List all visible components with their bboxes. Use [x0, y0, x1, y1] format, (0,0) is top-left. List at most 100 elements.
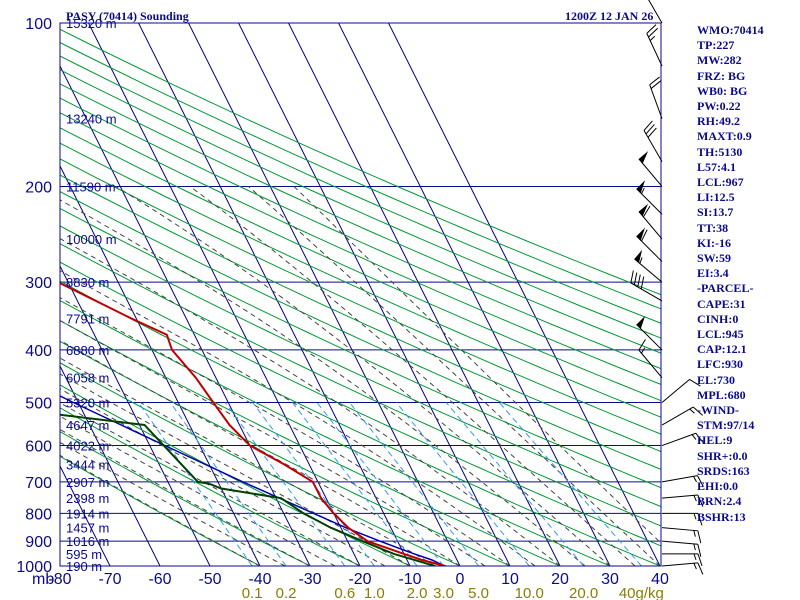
moist-adiabat-line: [60, 415, 336, 566]
wind-barb-staff: [643, 130, 663, 162]
wind-barb: [636, 315, 663, 351]
wind-barb: [661, 562, 704, 575]
moist-adiabat-line: [115, 186, 611, 566]
wind-barb-feather: [637, 274, 641, 288]
dry-adiabat-line: [60, 42, 661, 310]
height-label: 8830 m: [66, 275, 109, 290]
wind-barb: [638, 339, 663, 379]
height-label: 2907 m: [66, 475, 109, 490]
wind-barb-staff: [661, 475, 698, 483]
moist-adiabat-line: [60, 428, 311, 566]
dry-adiabat-line: [60, 243, 661, 527]
wind-barb-half-feather: [693, 513, 697, 520]
stability-index: RH:49.2: [697, 114, 740, 129]
stability-index: EI:3.4: [697, 266, 729, 281]
wind-barb: [638, 151, 663, 187]
dry-adiabat-line: [60, 299, 612, 566]
stability-index: FRZ: BG: [697, 68, 746, 83]
isotherm-line: [238, 23, 511, 566]
wind-barb: [630, 270, 663, 302]
isotherm-line: [60, 464, 111, 566]
pressure-tick-label: 700: [25, 475, 52, 492]
wind-barb: [643, 120, 663, 162]
isotherm-line: [388, 23, 661, 566]
wind-barb: [648, 0, 663, 24]
wind-barb-pennant: [636, 227, 646, 241]
dry-adiabat-line: [60, 431, 312, 566]
wind-barb-staff: [636, 235, 663, 262]
mixing-ratio-line: [316, 402, 444, 566]
height-label: 13240 m: [66, 112, 117, 127]
stability-index: L57:4.1: [697, 159, 736, 174]
dry-adiabat-line: [60, 83, 661, 354]
wind-barb-feather: [648, 27, 659, 38]
wind-barb: [661, 406, 703, 426]
wind-barb-staff: [661, 432, 696, 447]
mixing-ratio-label: 1.0: [364, 585, 385, 600]
height-label: 4022 m: [66, 439, 109, 454]
height-label: 2398 m: [66, 491, 109, 506]
stability-index: WMO:70414: [697, 23, 764, 37]
stability-index: KI:-16: [697, 235, 731, 250]
mixing-ratio-line: [224, 402, 346, 566]
moist-adiabat-line: [60, 199, 586, 566]
wind-barb-staff: [661, 406, 694, 426]
wind-barb-staff: [661, 527, 698, 532]
stability-index: SRDS:163: [697, 463, 750, 478]
stability-index: PW:0.22: [697, 99, 741, 114]
wind-barb-staff: [638, 158, 663, 187]
stability-index: STM:97/14: [697, 418, 755, 433]
pressure-tick-label: 900: [25, 534, 52, 551]
mixing-ratio-label: 20.0: [569, 585, 598, 600]
moist-adiabat-line: [293, 186, 661, 544]
isotherm-line: [88, 23, 361, 566]
stability-index: LCL:967: [697, 175, 744, 190]
height-label: 1016 m: [66, 534, 109, 549]
isotherm-line: [138, 23, 411, 566]
mixing-ratio-line: [349, 402, 479, 566]
dry-adiabat-line: [60, 127, 661, 402]
moist-adiabat-line: [60, 339, 461, 566]
wind-barb-staff: [661, 540, 698, 545]
dry-adiabat-line: [60, 407, 362, 566]
wind-barb-feather: [646, 24, 657, 34]
wind-barb-feather: [697, 544, 702, 557]
temperature-tick-label: -60: [148, 571, 171, 588]
temperature-tick-label: -80: [48, 571, 71, 588]
temperature-tick-label: 40: [651, 571, 669, 588]
dry-adiabat-line: [60, 174, 661, 453]
moist-adiabat-line: [189, 186, 636, 566]
mixing-ratio-line: [292, 402, 418, 566]
height-label: 7791 m: [66, 311, 109, 326]
stability-index: CAPE:31: [697, 296, 746, 311]
stability-index: LFC:930: [697, 357, 743, 372]
pressure-tick-label: 300: [25, 275, 52, 292]
isotherm-line: [0, 23, 10, 566]
wind-barb-feather: [633, 272, 638, 286]
wind-barb-half-feather: [693, 543, 696, 551]
stability-index: SW:59: [697, 251, 732, 266]
wind-barb-feather: [641, 229, 648, 242]
stability-index: -WIND-: [697, 403, 739, 418]
wind-barb-half-feather: [649, 35, 656, 41]
mixing-ratio-line: [138, 402, 253, 566]
wind-barb-half-feather: [691, 434, 697, 440]
isotherm-line: [60, 164, 261, 566]
wind-barb-staff: [638, 349, 663, 379]
isotherm-line: [288, 23, 561, 566]
plot-frame: [59, 22, 662, 567]
stability-index: BRN:2.4: [697, 494, 742, 509]
dry-adiabat-line: [60, 384, 412, 566]
wind-barb-half-feather: [641, 347, 646, 354]
height-label: 15320 m: [66, 16, 117, 31]
wind-barb-half-feather: [693, 563, 697, 570]
stability-index: EHI:0.0: [697, 479, 739, 494]
stability-index: TP:227: [697, 38, 735, 53]
isotherm-line: [60, 64, 311, 566]
wind-barb-feather: [697, 553, 703, 567]
mixing-ratio-line: [445, 402, 584, 566]
stability-index: MAXT:0.9: [697, 129, 752, 144]
wind-barb: [646, 24, 663, 67]
wind-barb-feather: [630, 270, 634, 284]
